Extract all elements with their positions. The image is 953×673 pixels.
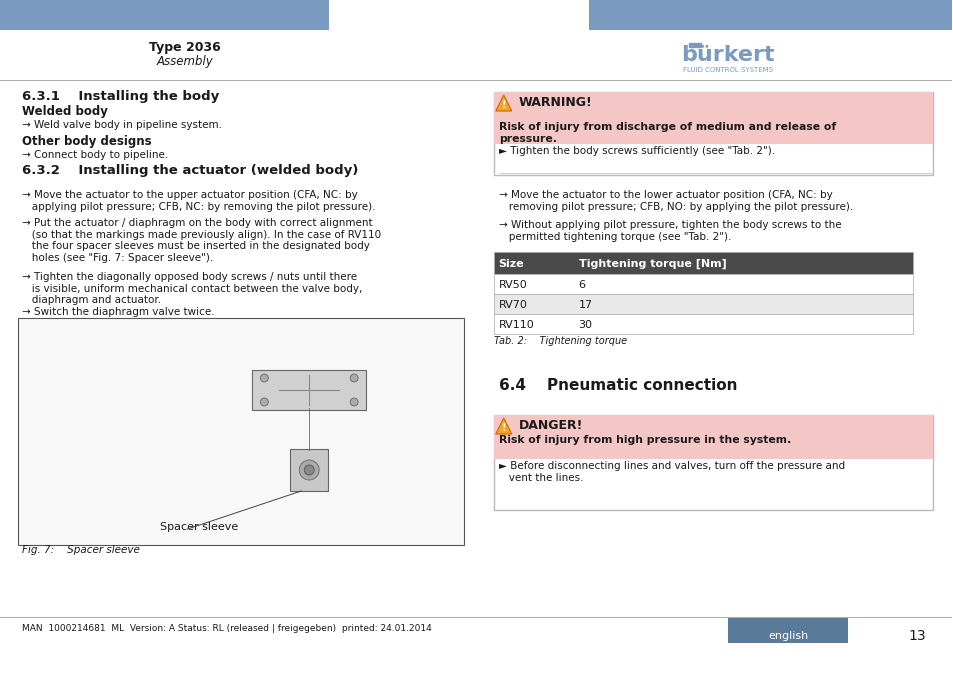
FancyBboxPatch shape xyxy=(253,370,366,410)
Text: Fig. 7:    Spacer sleeve: Fig. 7: Spacer sleeve xyxy=(22,545,140,555)
Circle shape xyxy=(260,398,268,406)
Text: Other body designs: Other body designs xyxy=(22,135,152,148)
Bar xyxy=(494,114,932,144)
Text: → Weld valve body in pipeline system.: → Weld valve body in pipeline system. xyxy=(22,120,222,130)
Text: Type 2036: Type 2036 xyxy=(149,42,220,55)
Text: !: ! xyxy=(501,423,505,433)
Circle shape xyxy=(304,465,314,475)
Bar xyxy=(494,294,912,314)
Text: Tightening torque [Nm]: Tightening torque [Nm] xyxy=(578,259,725,269)
Bar xyxy=(494,92,932,175)
Bar xyxy=(494,314,912,334)
Text: WARNING!: WARNING! xyxy=(518,96,592,109)
Text: → Move the actuator to the upper actuator position (CFA, NC: by
   applying pilo: → Move the actuator to the upper actuato… xyxy=(22,190,375,211)
Text: → Connect body to pipeline.: → Connect body to pipeline. xyxy=(22,150,168,160)
Bar xyxy=(494,415,932,510)
Text: → Without applying pilot pressure, tighten the body screws to the
   permitted t: → Without applying pilot pressure, tight… xyxy=(498,220,841,242)
Circle shape xyxy=(350,374,357,382)
Bar xyxy=(494,252,912,274)
Text: 13: 13 xyxy=(908,629,925,643)
Text: Risk of injury from high pressure in the system.: Risk of injury from high pressure in the… xyxy=(498,435,790,445)
Text: ► Tighten the body screws sufficiently (see "Tab. 2").: ► Tighten the body screws sufficiently (… xyxy=(498,146,774,156)
Bar xyxy=(494,274,912,294)
Text: RV50: RV50 xyxy=(498,280,527,290)
Text: Spacer sleeve: Spacer sleeve xyxy=(159,522,237,532)
Polygon shape xyxy=(496,418,511,434)
Text: 30: 30 xyxy=(578,320,592,330)
Text: 6.3.1    Installing the body: 6.3.1 Installing the body xyxy=(22,90,219,103)
Text: 6.4    Pneumatic connection: 6.4 Pneumatic connection xyxy=(498,378,737,393)
Text: 6.3.2    Installing the actuator (welded body): 6.3.2 Installing the actuator (welded bo… xyxy=(22,164,358,177)
Circle shape xyxy=(350,398,357,406)
Text: ► Before disconnecting lines and valves, turn off the pressure and
   vent the l: ► Before disconnecting lines and valves,… xyxy=(498,461,844,483)
FancyBboxPatch shape xyxy=(0,0,329,30)
Bar xyxy=(494,437,932,459)
Text: 17: 17 xyxy=(578,300,592,310)
Text: Size: Size xyxy=(498,259,524,269)
Text: Assembly: Assembly xyxy=(156,55,213,69)
Text: RV70: RV70 xyxy=(498,300,527,310)
Text: → Tighten the diagonally opposed body screws / nuts until there
   is visible, u: → Tighten the diagonally opposed body sc… xyxy=(22,272,362,305)
Circle shape xyxy=(260,374,268,382)
Text: MAN  1000214681  ML  Version: A Status: RL (released | freigegeben)  printed: 24: MAN 1000214681 ML Version: A Status: RL … xyxy=(22,624,432,633)
Text: Tab. 2:    Tightening torque: Tab. 2: Tightening torque xyxy=(494,336,626,346)
Bar xyxy=(18,318,463,545)
Bar xyxy=(494,415,932,437)
Bar xyxy=(494,92,932,114)
FancyBboxPatch shape xyxy=(290,449,328,491)
Text: english: english xyxy=(767,631,807,641)
Text: bürkert: bürkert xyxy=(680,45,774,65)
Bar xyxy=(727,618,847,643)
Text: → Put the actuator / diaphragm on the body with correct alignment
   (so that th: → Put the actuator / diaphragm on the bo… xyxy=(22,218,380,262)
Text: DANGER!: DANGER! xyxy=(518,419,582,432)
FancyBboxPatch shape xyxy=(588,0,950,30)
Circle shape xyxy=(299,460,319,480)
Text: → Switch the diaphragm valve twice.: → Switch the diaphragm valve twice. xyxy=(22,307,214,317)
Text: 6: 6 xyxy=(578,280,585,290)
Text: !: ! xyxy=(501,100,505,110)
Text: Risk of injury from discharge of medium and release of
pressure.: Risk of injury from discharge of medium … xyxy=(498,122,835,143)
Text: Welded body: Welded body xyxy=(22,105,108,118)
Polygon shape xyxy=(496,95,511,111)
Text: FLUID CONTROL SYSTEMS: FLUID CONTROL SYSTEMS xyxy=(682,67,772,73)
Text: → Move the actuator to the lower actuator position (CFA, NC: by
   removing pilo: → Move the actuator to the lower actuato… xyxy=(498,190,852,211)
Text: RV110: RV110 xyxy=(498,320,534,330)
